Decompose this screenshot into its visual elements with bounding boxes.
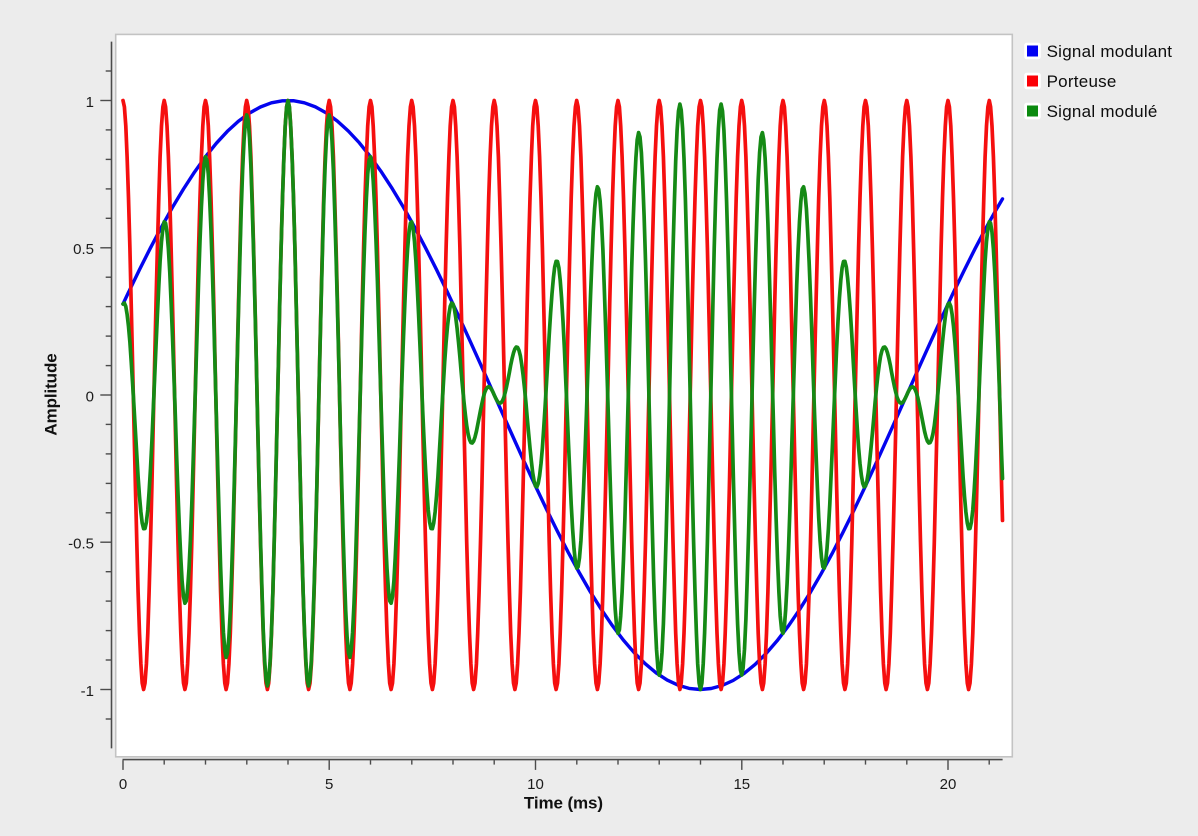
svg-text:Amplitude: Amplitude <box>42 353 61 435</box>
svg-text:0.5: 0.5 <box>73 241 94 258</box>
svg-text:10: 10 <box>527 776 544 793</box>
svg-text:Signal modulé: Signal modulé <box>1047 102 1158 121</box>
svg-text:0: 0 <box>86 388 94 405</box>
svg-text:0: 0 <box>119 776 127 793</box>
svg-text:Signal modulant: Signal modulant <box>1047 42 1173 61</box>
svg-text:Porteuse: Porteuse <box>1047 72 1117 91</box>
svg-text:Time (ms): Time (ms) <box>524 794 603 813</box>
svg-text:5: 5 <box>325 776 333 793</box>
svg-text:-0.5: -0.5 <box>68 536 94 553</box>
svg-text:-1: -1 <box>81 683 94 700</box>
svg-text:1: 1 <box>86 94 94 111</box>
svg-text:20: 20 <box>940 776 957 793</box>
svg-text:15: 15 <box>733 776 750 793</box>
